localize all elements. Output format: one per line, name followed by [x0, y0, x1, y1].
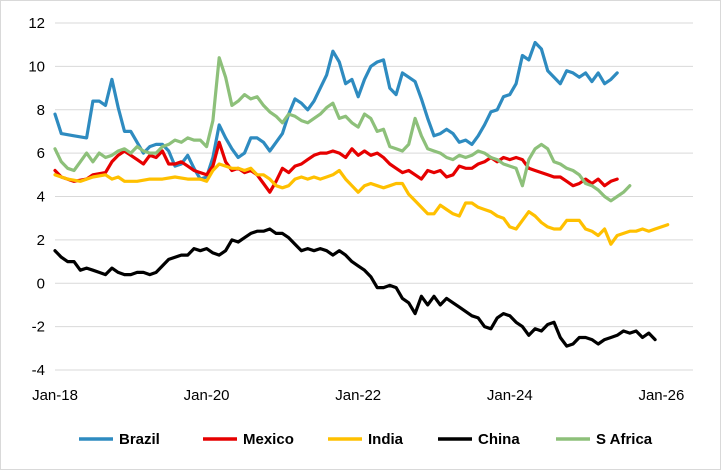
- legend: Brazil Mexico India China S Africa: [79, 431, 653, 448]
- legend-label-china: China: [478, 431, 520, 448]
- y-tick-label: 4: [37, 189, 45, 206]
- series-line-china: [53, 227, 657, 348]
- y-tick-label: -4: [32, 362, 45, 379]
- legend-label-s-africa: S Africa: [596, 431, 653, 448]
- series-lines: [53, 40, 670, 348]
- legend-label-brazil: Brazil: [119, 431, 160, 448]
- series-line-s-africa: [53, 56, 632, 203]
- x-axis-tick-labels: Jan-18 Jan-20 Jan-22 Jan-24 Jan-26: [32, 387, 684, 404]
- x-tick-label: Jan-18: [32, 387, 78, 404]
- x-tick-label: Jan-26: [638, 387, 684, 404]
- y-tick-label: 6: [37, 145, 45, 162]
- series-line-brazil: [53, 40, 619, 181]
- y-tick-label: 8: [37, 102, 45, 119]
- x-tick-label: Jan-20: [184, 387, 230, 404]
- y-tick-label: 10: [28, 58, 45, 75]
- legend-label-india: India: [368, 431, 404, 448]
- y-tick-label: 2: [37, 232, 45, 249]
- series-line-india: [53, 162, 670, 246]
- x-tick-label: Jan-24: [487, 387, 533, 404]
- y-tick-label: 12: [28, 15, 45, 32]
- y-tick-label: -2: [32, 319, 45, 336]
- x-tick-label: Jan-22: [335, 387, 381, 404]
- legend-label-mexico: Mexico: [243, 431, 294, 448]
- y-axis-tick-labels: 12 10 8 6 4 2 0 -2 -4: [28, 15, 45, 379]
- y-tick-label: 0: [37, 275, 45, 292]
